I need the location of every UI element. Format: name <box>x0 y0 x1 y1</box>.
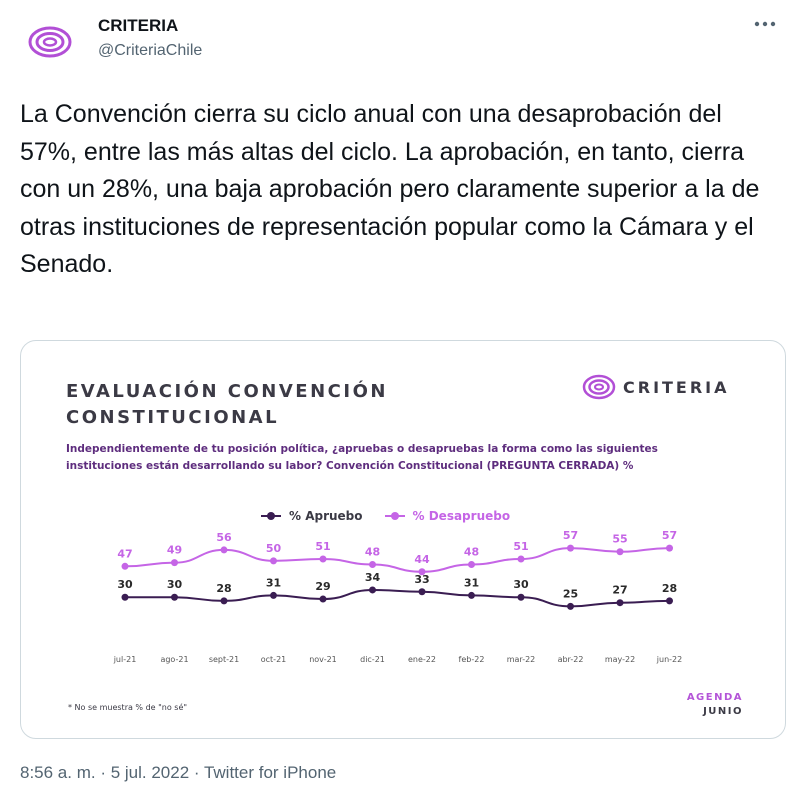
data-label-desapruebo-ago-21: 49 <box>167 544 182 557</box>
x-tick-label-mar-22: mar-22 <box>507 655 536 664</box>
agenda-line1: AGENDA <box>686 692 743 703</box>
x-tick-label-jul-21: jul-21 <box>113 655 137 664</box>
point-apruebo-may-22 <box>616 599 624 607</box>
series-line-apruebo <box>125 588 670 608</box>
data-label-desapruebo-oct-21: 50 <box>266 542 282 555</box>
data-label-apruebo-ene-22: 33 <box>414 573 429 586</box>
data-label-apruebo-may-22: 27 <box>612 584 627 597</box>
data-label-apruebo-sept-21: 28 <box>216 582 231 595</box>
data-label-apruebo-oct-21: 31 <box>266 576 281 589</box>
line-chart: 30 30 28 31 29 34 33 31 30 25 27 28 47 49 56 50 51 48 44 48… <box>113 531 683 664</box>
x-tick-label-nov-21: nov-21 <box>309 655 337 664</box>
data-label-apruebo-nov-21: 29 <box>315 580 330 593</box>
data-label-apruebo-abr-22: 25 <box>563 587 578 600</box>
point-apruebo-oct-21 <box>270 591 277 599</box>
legend-item-desapruebo: % Desapruebo <box>384 509 511 523</box>
point-apruebo-mar-22 <box>517 593 525 601</box>
data-label-desapruebo-feb-22: 48 <box>464 545 479 558</box>
criteria-logo-icon <box>23 15 77 69</box>
author-handle[interactable]: @CriteriaChile <box>98 42 203 59</box>
agenda-line2: JUNIO <box>703 706 743 717</box>
data-label-desapruebo-mar-22: 51 <box>513 540 528 553</box>
more-horizontal-icon[interactable] <box>752 14 778 34</box>
brand-name: CRITERIA <box>623 377 730 397</box>
data-label-desapruebo-sept-21: 56 <box>216 531 232 544</box>
legend-swatch-desapruebo <box>384 512 405 520</box>
point-desapruebo-oct-21 <box>270 557 277 565</box>
chart-title-line1: EVALUACIÓN CONVENCIÓN <box>66 381 388 402</box>
point-desapruebo-may-22 <box>616 548 624 556</box>
criteria-logo-icon <box>582 374 616 400</box>
x-tick-label-dic-21: dic-21 <box>360 655 385 664</box>
point-desapruebo-dic-21 <box>369 560 376 568</box>
tweet-text: La Convención cierra su ciclo anual con … <box>20 100 760 278</box>
tweet-header: CRITERIA @CriteriaChile <box>20 12 790 72</box>
chart-footnote: * No se muestra % de "no sé" <box>68 703 188 712</box>
brand-logo: CRITERIA <box>581 373 730 401</box>
chart-title: EVALUACIÓN CONVENCIÓN CONSTITUCIONAL <box>66 379 388 431</box>
data-label-apruebo-dic-21: 34 <box>365 571 381 584</box>
tweet-timestamp[interactable]: 8:56 a. m. · 5 jul. 2022 · Twitter for i… <box>20 763 337 782</box>
point-apruebo-feb-22 <box>468 591 475 599</box>
chart-subtitle: Independientemente de tu posición políti… <box>66 443 658 472</box>
point-apruebo-sept-21 <box>220 597 228 605</box>
point-apruebo-ago-21 <box>171 593 178 601</box>
author-name[interactable]: CRITERIA <box>98 16 179 35</box>
point-desapruebo-ene-22 <box>418 568 426 576</box>
data-label-desapruebo-jul-21: 47 <box>117 547 132 560</box>
point-desapruebo-jul-21 <box>121 562 129 570</box>
point-apruebo-abr-22 <box>567 602 574 610</box>
point-desapruebo-jun-22 <box>666 544 673 552</box>
x-tick-label-abr-22: abr-22 <box>558 655 584 664</box>
legend-item-apruebo: % Apruebo <box>261 509 363 523</box>
point-desapruebo-feb-22 <box>468 560 475 568</box>
data-label-desapruebo-nov-21: 51 <box>315 540 330 553</box>
data-label-desapruebo-may-22: 55 <box>612 533 627 546</box>
data-label-apruebo-ago-21: 30 <box>167 578 183 591</box>
data-label-apruebo-feb-22: 31 <box>464 576 479 589</box>
data-label-apruebo-jun-22: 28 <box>662 582 677 595</box>
legend-label-desapruebo: % Desapruebo <box>412 509 511 523</box>
data-label-apruebo-jul-21: 30 <box>117 578 133 591</box>
data-label-desapruebo-ene-22: 44 <box>414 553 430 566</box>
data-label-apruebo-mar-22: 30 <box>513 578 529 591</box>
point-apruebo-jul-21 <box>121 593 129 601</box>
x-tick-label-may-22: may-22 <box>605 655 635 664</box>
avatar[interactable] <box>20 12 80 72</box>
x-tick-label-ene-22: ene-22 <box>408 655 436 664</box>
x-tick-label-oct-21: oct-21 <box>261 655 287 664</box>
x-tick-label-sept-21: sept-21 <box>209 655 239 664</box>
agenda-label: AGENDA JUNIO <box>687 691 743 719</box>
point-apruebo-jun-22 <box>666 597 673 605</box>
series-line-desapruebo <box>124 547 670 573</box>
data-label-desapruebo-abr-22: 57 <box>563 531 578 542</box>
point-desapruebo-nov-21 <box>319 555 327 563</box>
x-tick-label-feb-22: feb-22 <box>459 655 485 664</box>
point-desapruebo-ago-21 <box>171 559 178 567</box>
chart-title-line2: CONSTITUCIONAL <box>66 407 280 428</box>
point-desapruebo-abr-22 <box>567 544 574 552</box>
data-label-desapruebo-dic-21: 48 <box>365 545 380 558</box>
data-label-desapruebo-jun-22: 57 <box>662 531 677 542</box>
tweet-media-card[interactable]: EVALUACIÓN CONVENCIÓN CONSTITUCIONAL CRI… <box>20 340 786 739</box>
x-tick-label-jun-22: jun-22 <box>656 655 682 664</box>
point-apruebo-ene-22 <box>418 588 426 596</box>
legend-label-apruebo: % Apruebo <box>289 509 363 523</box>
point-desapruebo-sept-21 <box>220 546 228 554</box>
point-desapruebo-mar-22 <box>517 555 525 563</box>
point-apruebo-nov-21 <box>319 595 327 603</box>
x-tick-label-ago-21: ago-21 <box>160 655 188 664</box>
point-apruebo-dic-21 <box>369 586 376 594</box>
chart-legend: % Apruebo % Desapruebo <box>261 509 532 523</box>
legend-swatch-apruebo <box>261 512 281 520</box>
